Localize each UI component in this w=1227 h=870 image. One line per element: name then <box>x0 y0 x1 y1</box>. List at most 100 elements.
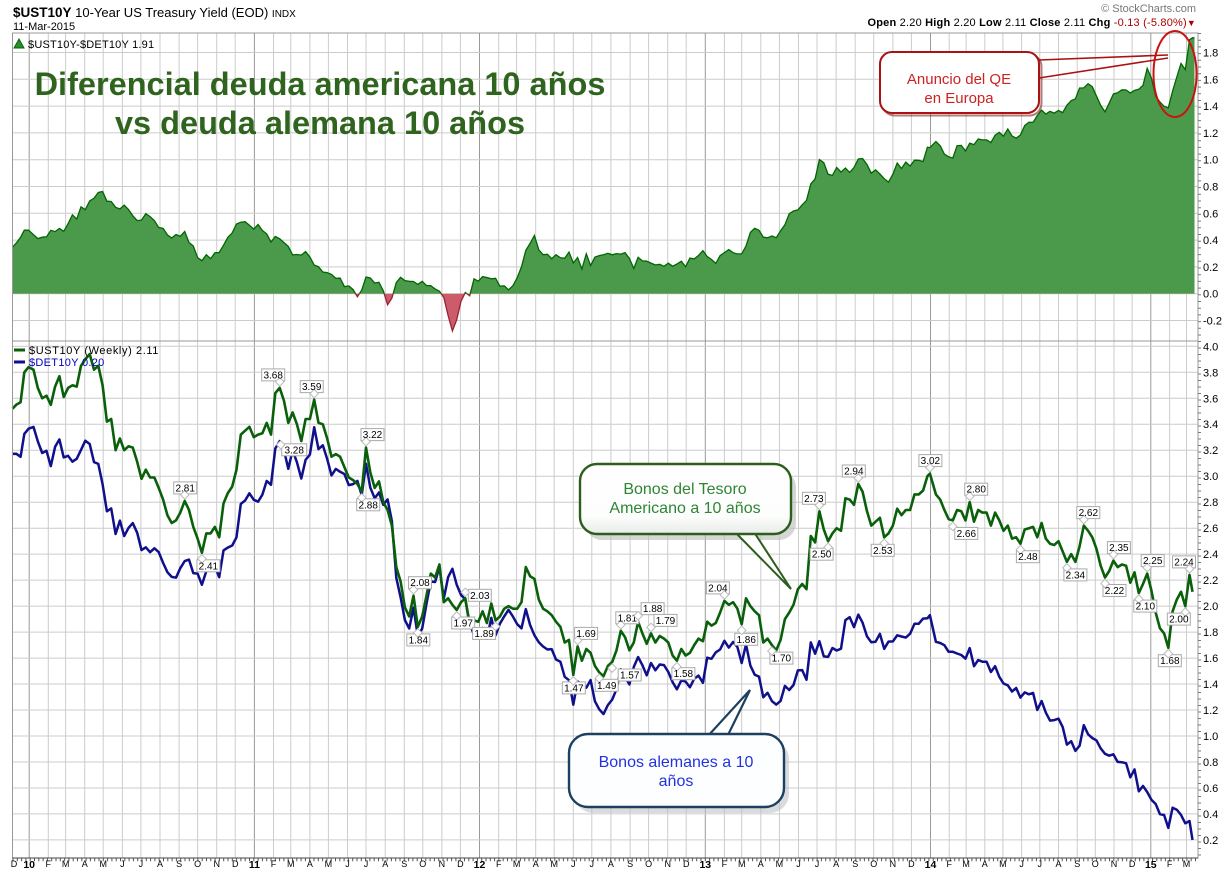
svg-text:N: N <box>664 859 671 869</box>
svg-text:$UST10Y (Weekly) 2.11: $UST10Y (Weekly) 2.11 <box>29 345 159 357</box>
svg-text:1.79: 1.79 <box>656 616 676 627</box>
svg-text:3.4: 3.4 <box>1203 419 1218 431</box>
svg-text:12: 12 <box>474 859 486 870</box>
svg-text:0.4: 0.4 <box>1203 809 1218 821</box>
svg-text:vs deuda alemana 10 años: vs deuda alemana 10 años <box>115 105 525 141</box>
svg-text:11: 11 <box>249 859 260 870</box>
svg-text:2.8: 2.8 <box>1203 497 1218 509</box>
svg-text:F: F <box>722 859 728 869</box>
svg-text:3.0: 3.0 <box>1203 471 1218 483</box>
svg-text:2.4: 2.4 <box>1203 549 1218 561</box>
svg-text:A: A <box>833 859 839 869</box>
svg-text:1.88: 1.88 <box>643 604 663 615</box>
svg-text:1.4: 1.4 <box>1203 101 1218 113</box>
svg-text:M: M <box>325 859 333 869</box>
svg-text:A: A <box>533 859 539 869</box>
svg-text:1.4: 1.4 <box>1203 679 1218 691</box>
svg-text:Anuncio del QE: Anuncio del QE <box>907 71 1011 88</box>
svg-text:15: 15 <box>1145 859 1157 870</box>
svg-text:D: D <box>11 859 18 869</box>
svg-text:2.94: 2.94 <box>844 467 864 478</box>
svg-text:A: A <box>1055 859 1061 869</box>
svg-text:D: D <box>232 859 239 869</box>
svg-text:M: M <box>962 859 970 869</box>
svg-text:2.25: 2.25 <box>1143 556 1163 567</box>
svg-text:N: N <box>1111 859 1118 869</box>
svg-text:2.2: 2.2 <box>1203 575 1218 587</box>
svg-text:A: A <box>157 859 163 869</box>
svg-text:2.34: 2.34 <box>1066 570 1086 581</box>
svg-text:3.59: 3.59 <box>302 382 322 393</box>
svg-text:A: A <box>758 859 764 869</box>
svg-text:2.00: 2.00 <box>1169 615 1189 626</box>
svg-text:2.35: 2.35 <box>1109 543 1129 554</box>
svg-text:3.6: 3.6 <box>1203 393 1218 405</box>
svg-text:J: J <box>571 859 576 869</box>
svg-text:N: N <box>439 859 446 869</box>
svg-text:O: O <box>419 859 426 869</box>
svg-text:D: D <box>683 859 690 869</box>
svg-text:S: S <box>401 859 407 869</box>
svg-text:1.6: 1.6 <box>1203 653 1218 665</box>
svg-text:1.84: 1.84 <box>409 635 429 646</box>
svg-text:1.69: 1.69 <box>576 629 596 640</box>
svg-text:$DET10Y 0.20: $DET10Y 0.20 <box>29 357 105 369</box>
svg-text:A: A <box>82 859 88 869</box>
svg-text:O: O <box>1092 859 1099 869</box>
svg-text:F: F <box>496 859 502 869</box>
svg-text:J: J <box>120 859 125 869</box>
svg-text:M: M <box>287 859 295 869</box>
svg-text:0.6: 0.6 <box>1203 208 1218 220</box>
svg-text:1.0: 1.0 <box>1203 731 1218 743</box>
svg-text:2.10: 2.10 <box>1136 602 1156 613</box>
svg-text:1.47: 1.47 <box>564 683 584 694</box>
svg-text:2.03: 2.03 <box>470 591 490 602</box>
svg-text:A: A <box>307 859 313 869</box>
svg-text:Americano a 10 años: Americano a 10 años <box>609 500 760 517</box>
svg-text:M: M <box>776 859 784 869</box>
svg-text:Bonos del Tesoro: Bonos del Tesoro <box>623 481 746 498</box>
svg-text:M: M <box>99 859 107 869</box>
svg-text:Diferencial deuda americana 10: Diferencial deuda americana 10 años <box>35 66 606 102</box>
svg-text:S: S <box>852 859 858 869</box>
svg-text:J: J <box>590 859 595 869</box>
svg-text:$UST10Y-$DET10Y 1.91: $UST10Y-$DET10Y 1.91 <box>28 39 154 51</box>
svg-text:1.0: 1.0 <box>1203 155 1218 167</box>
svg-text:D: D <box>1129 859 1136 869</box>
svg-text:10: 10 <box>23 859 35 870</box>
svg-text:2.22: 2.22 <box>1105 586 1125 597</box>
svg-text:2.53: 2.53 <box>873 546 893 557</box>
svg-text:A: A <box>382 859 388 869</box>
svg-text:N: N <box>213 859 220 869</box>
svg-text:2.62: 2.62 <box>1079 508 1099 519</box>
svg-text:2.88: 2.88 <box>358 500 378 511</box>
svg-text:2.81: 2.81 <box>175 483 195 494</box>
svg-text:0.2: 0.2 <box>1203 835 1218 847</box>
svg-text:M: M <box>550 859 558 869</box>
svg-text:M: M <box>62 859 70 869</box>
svg-text:O: O <box>870 859 877 869</box>
svg-text:14: 14 <box>925 859 937 870</box>
svg-text:J: J <box>345 859 350 869</box>
svg-text:2.0: 2.0 <box>1203 601 1218 613</box>
svg-text:F: F <box>46 859 52 869</box>
svg-text:1.8: 1.8 <box>1203 48 1218 60</box>
svg-text:F: F <box>1167 859 1173 869</box>
svg-text:J: J <box>139 859 144 869</box>
svg-text:1.57: 1.57 <box>620 671 640 682</box>
svg-text:años: años <box>659 773 694 790</box>
svg-text:2.48: 2.48 <box>1018 552 1038 563</box>
svg-text:1.70: 1.70 <box>772 654 792 665</box>
svg-text:1.81: 1.81 <box>618 613 638 624</box>
svg-text:J: J <box>815 859 820 869</box>
svg-text:J: J <box>796 859 801 869</box>
svg-text:3.02: 3.02 <box>921 456 941 467</box>
svg-text:0.0: 0.0 <box>1203 289 1218 301</box>
svg-text:M: M <box>1183 859 1191 869</box>
svg-text:1.58: 1.58 <box>674 669 694 680</box>
svg-text:2.41: 2.41 <box>199 561 219 572</box>
svg-text:3.2: 3.2 <box>1203 445 1218 457</box>
svg-text:0.8: 0.8 <box>1203 182 1218 194</box>
svg-text:J: J <box>364 859 369 869</box>
svg-text:-0.2: -0.2 <box>1203 316 1222 328</box>
